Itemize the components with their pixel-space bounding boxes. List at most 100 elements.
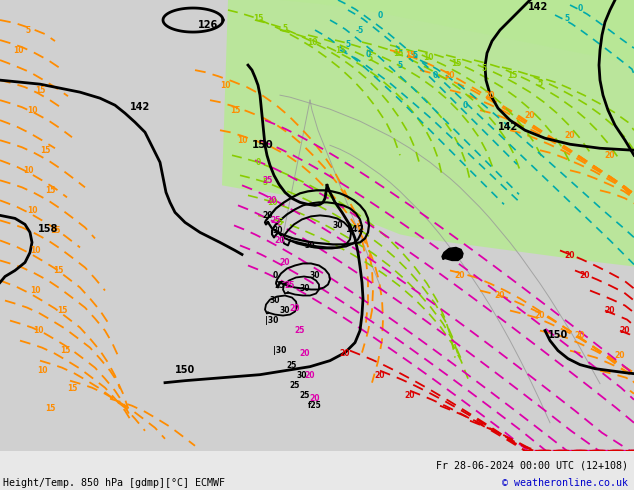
Text: 20: 20 <box>455 271 465 280</box>
Polygon shape <box>442 247 463 261</box>
Text: 158: 158 <box>38 224 58 234</box>
Text: 10: 10 <box>30 286 40 295</box>
Text: 20: 20 <box>620 326 630 335</box>
Text: 5: 5 <box>346 40 351 49</box>
Polygon shape <box>0 0 634 451</box>
Text: 150: 150 <box>548 330 568 340</box>
Text: 20: 20 <box>267 196 277 205</box>
Text: 15: 15 <box>335 46 345 54</box>
Text: 20: 20 <box>375 371 385 380</box>
Text: 15: 15 <box>405 50 415 60</box>
Text: -5: -5 <box>356 25 364 35</box>
Polygon shape <box>280 0 634 65</box>
Text: 20: 20 <box>615 351 625 360</box>
Text: 20: 20 <box>565 251 575 260</box>
Text: 150: 150 <box>252 140 274 150</box>
Text: 10: 10 <box>33 326 43 335</box>
Text: 30: 30 <box>280 306 290 315</box>
Text: 10: 10 <box>30 246 40 255</box>
Text: 25: 25 <box>287 361 297 370</box>
Text: 0: 0 <box>273 271 278 280</box>
Text: 5: 5 <box>278 218 283 227</box>
Text: 15: 15 <box>60 346 70 355</box>
Text: 5: 5 <box>262 178 268 187</box>
Text: 15: 15 <box>50 226 60 235</box>
Text: 20: 20 <box>340 349 350 358</box>
Text: 30: 30 <box>269 296 280 305</box>
Text: 10: 10 <box>23 166 33 175</box>
Text: 126: 126 <box>198 20 218 30</box>
Text: 30: 30 <box>333 221 343 230</box>
Text: 25: 25 <box>290 381 300 390</box>
Text: 20: 20 <box>275 236 285 245</box>
Text: 5: 5 <box>481 64 486 73</box>
Text: 20: 20 <box>495 291 505 300</box>
Text: 10: 10 <box>13 46 23 54</box>
Text: 150: 150 <box>175 365 195 375</box>
Text: 5: 5 <box>538 79 543 88</box>
Text: 15: 15 <box>53 266 63 275</box>
Text: 5: 5 <box>398 61 403 70</box>
Text: 15: 15 <box>57 306 67 315</box>
Text: 25: 25 <box>263 176 273 185</box>
Text: 10: 10 <box>37 366 48 375</box>
Text: 15: 15 <box>45 186 55 195</box>
Text: 10: 10 <box>307 38 317 47</box>
Text: 15: 15 <box>253 14 263 23</box>
Text: 10: 10 <box>27 106 37 115</box>
Text: 142: 142 <box>345 225 364 234</box>
Text: 20: 20 <box>605 306 615 315</box>
Text: 20: 20 <box>300 349 310 358</box>
Text: 10: 10 <box>236 136 247 145</box>
Text: 25: 25 <box>275 281 285 290</box>
Text: 20: 20 <box>280 258 290 267</box>
Text: 30: 30 <box>310 271 320 280</box>
Text: 5: 5 <box>25 25 30 35</box>
Text: 15: 15 <box>40 146 50 155</box>
Text: 25: 25 <box>300 391 310 400</box>
Text: 10: 10 <box>220 81 230 90</box>
Text: |30: |30 <box>273 346 287 355</box>
Text: 0: 0 <box>365 49 371 59</box>
Text: Height/Temp. 850 hPa [gdmp][°C] ECMWF: Height/Temp. 850 hPa [gdmp][°C] ECMWF <box>3 478 225 488</box>
Text: 5: 5 <box>413 50 418 60</box>
Text: 20: 20 <box>262 211 273 220</box>
Text: 15: 15 <box>67 384 77 393</box>
Text: 20: 20 <box>534 311 545 320</box>
Text: 30: 30 <box>297 371 307 380</box>
Text: 20: 20 <box>290 304 301 313</box>
Text: 15: 15 <box>451 59 461 68</box>
Text: 15: 15 <box>507 71 517 80</box>
Text: 0: 0 <box>578 3 583 13</box>
Text: 0: 0 <box>462 100 468 110</box>
Polygon shape <box>222 0 634 267</box>
Text: 15: 15 <box>45 404 55 413</box>
Text: 0: 0 <box>256 158 261 167</box>
Text: 0: 0 <box>377 10 383 20</box>
Text: 5: 5 <box>282 24 288 32</box>
Text: |30: |30 <box>265 316 279 325</box>
Text: 25: 25 <box>271 216 281 225</box>
Text: 10: 10 <box>267 198 277 207</box>
Text: 25: 25 <box>295 326 305 335</box>
Text: 20: 20 <box>404 391 415 400</box>
Text: 15: 15 <box>230 106 240 115</box>
Text: 20: 20 <box>525 111 535 120</box>
Text: 20: 20 <box>565 131 575 140</box>
Text: 5: 5 <box>564 14 569 23</box>
Text: 30: 30 <box>273 226 283 235</box>
Text: 142: 142 <box>130 102 150 112</box>
Text: 5: 5 <box>368 53 373 63</box>
Text: 10: 10 <box>27 206 37 215</box>
Text: 20: 20 <box>575 331 585 340</box>
Text: f25: f25 <box>308 401 322 410</box>
Text: 20: 20 <box>305 371 315 380</box>
Text: 15: 15 <box>393 49 403 58</box>
Text: 20: 20 <box>310 394 320 403</box>
Text: 30: 30 <box>300 284 310 293</box>
Text: 25: 25 <box>285 281 295 290</box>
Text: 30: 30 <box>305 241 315 250</box>
Text: 20: 20 <box>579 271 590 280</box>
Text: © weatheronline.co.uk: © weatheronline.co.uk <box>501 478 628 488</box>
Text: 142: 142 <box>528 2 548 12</box>
